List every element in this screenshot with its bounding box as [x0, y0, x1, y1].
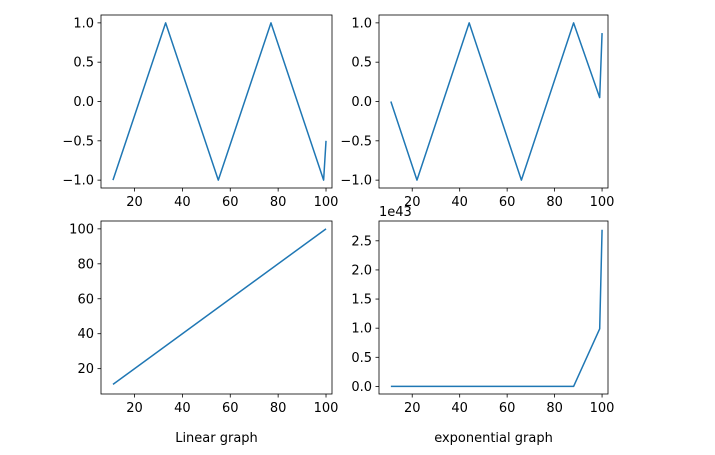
y-tick-label: 40	[77, 327, 94, 342]
x-tick-label: 20	[126, 401, 143, 416]
y-tick-label: 0.5	[73, 56, 94, 71]
y-tick-label: 1.0	[351, 16, 372, 31]
x-tick-label: 60	[499, 195, 516, 210]
y-tick-label: −0.5	[340, 134, 372, 149]
x-tick-label: 40	[451, 195, 468, 210]
y-tick-label: 80	[77, 257, 94, 272]
y-tick-label: 1.0	[351, 322, 372, 337]
x-tick-label: 80	[546, 401, 563, 416]
subplot-3: 20 40 60 80 100 20 40 60 80 100 Linear graph	[69, 220, 339, 446]
x-tick-label: 40	[451, 401, 468, 416]
subplot-2: 20 40 60 80 100 −1.0 −0.5 0.0 0.5 1.0	[340, 14, 615, 210]
y-tick-label: 0.0	[351, 95, 372, 110]
y-tick-label: 0.0	[73, 95, 94, 110]
axes-frame	[378, 220, 609, 395]
x-tick-label: 60	[222, 195, 239, 210]
x-tick-label: 100	[590, 401, 615, 416]
x-axis-label: exponential graph	[434, 431, 553, 446]
y-tick-label: −0.5	[62, 134, 94, 149]
x-tick-label: 60	[499, 401, 516, 416]
x-tick-label: 60	[222, 401, 239, 416]
y-tick-label: 100	[69, 222, 94, 237]
y-offset-label: 1e43	[379, 205, 412, 220]
x-tick-label: 100	[590, 195, 615, 210]
series-line-1	[390, 22, 603, 181]
y-tick-label: −1.0	[62, 174, 94, 189]
y-tick-label: 1.0	[73, 16, 94, 31]
x-tick-label: 40	[174, 195, 191, 210]
y-tick-label: 0.5	[351, 56, 372, 71]
y-tick-label: 20	[77, 362, 94, 377]
subplot-4: 20 40 60 80 100 0.0 0.5 1.0 1.5 2.0 2.5 exponential…	[351, 205, 614, 446]
series-line-1	[112, 228, 327, 385]
y-tick-label: 0.0	[351, 380, 372, 395]
axes-frame	[100, 220, 333, 395]
x-tick-label: 20	[126, 195, 143, 210]
x-tick-label: 100	[314, 401, 339, 416]
series-line-1	[390, 229, 603, 388]
y-tick-label: 1.5	[351, 293, 372, 308]
x-tick-label: 20	[404, 401, 421, 416]
y-tick-label: 2.0	[351, 263, 372, 278]
x-axis-label: Linear graph	[175, 431, 258, 446]
x-tick-label: 20	[404, 195, 421, 210]
y-tick-label: 2.5	[351, 234, 372, 249]
x-tick-label: 80	[270, 401, 287, 416]
x-tick-label: 80	[546, 195, 563, 210]
subplot-1: 20 40 60 80 100 −1.0 −0.5 0.0 0.5 1.0	[62, 14, 339, 210]
x-tick-label: 80	[270, 195, 287, 210]
series-line-1	[112, 22, 327, 181]
x-tick-label: 100	[314, 195, 339, 210]
y-tick-label: −1.0	[340, 174, 372, 189]
y-tick-label: 60	[77, 292, 94, 307]
y-tick-label: 0.5	[351, 351, 372, 366]
x-tick-label: 40	[174, 401, 191, 416]
